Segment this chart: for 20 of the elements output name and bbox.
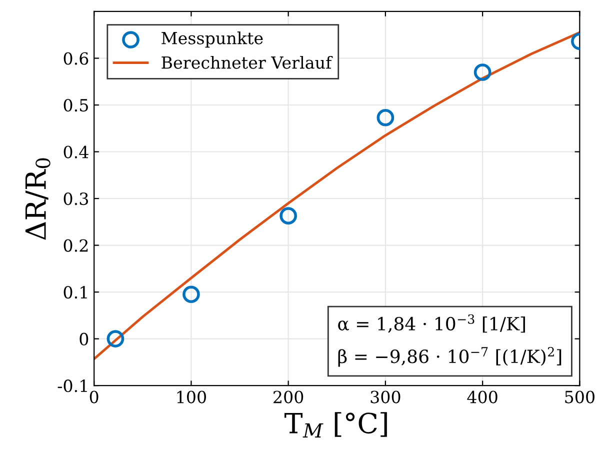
x-axis-title: T$_{M}$ [°C] xyxy=(284,412,387,438)
y-tick-label: 0.2 xyxy=(64,239,88,252)
x-tick-label: 100 xyxy=(177,390,206,404)
legend-label: Berechneter Verlauf xyxy=(162,56,333,69)
annotation: β = −9,86 · 10$^{−7}$ [(1/K)$^{2}$] xyxy=(338,346,562,367)
y-tick-label: 0.3 xyxy=(64,192,88,206)
y-tick-label: 0.6 xyxy=(64,52,88,65)
y-tick-label: 0.1 xyxy=(64,286,87,299)
legend-label: Messpunkte xyxy=(162,31,263,48)
x-tick-label: 400 xyxy=(467,390,498,404)
annotation: α = 1,84 · 10$^{−3}$ [1/K] xyxy=(338,314,525,333)
x-tick-label: 500 xyxy=(565,390,594,404)
y-tick-label: 0.5 xyxy=(64,98,88,112)
y-tick-label: 0 xyxy=(80,332,88,346)
x-tick-label: 200 xyxy=(274,390,304,404)
y-axis-title: ΔR/R$_{0}$ xyxy=(25,158,50,240)
y-tick-label: 0.4 xyxy=(64,146,88,158)
x-tick-label: 0 xyxy=(90,390,98,404)
x-tick-label: 300 xyxy=(370,390,400,404)
y-tick-label: -0.1 xyxy=(58,380,87,392)
